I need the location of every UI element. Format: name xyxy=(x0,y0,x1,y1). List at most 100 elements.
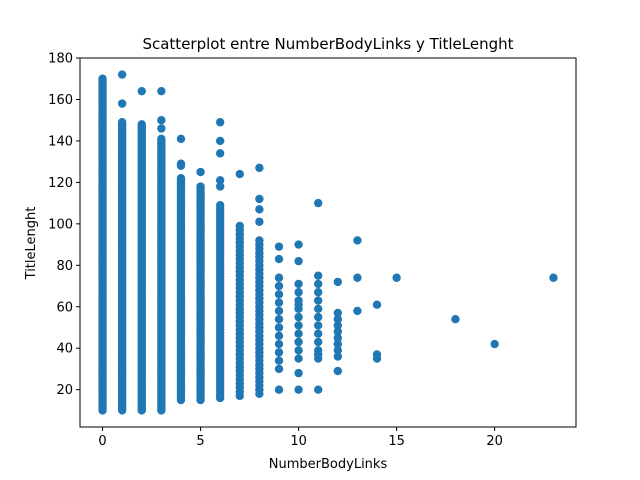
data-point xyxy=(314,350,323,359)
data-point xyxy=(294,346,303,355)
data-point xyxy=(274,339,284,349)
x-tick-label: 0 xyxy=(98,434,106,449)
data-point xyxy=(215,136,225,146)
data-point xyxy=(215,182,225,191)
data-point xyxy=(353,306,362,316)
x-tick-label: 10 xyxy=(290,434,307,449)
x-axis-label: NumberBodyLinks xyxy=(269,457,388,472)
data-point xyxy=(274,356,284,365)
data-point xyxy=(314,337,323,347)
data-point xyxy=(215,149,225,158)
data-point xyxy=(314,198,323,208)
data-point xyxy=(274,331,284,340)
data-point xyxy=(333,352,342,361)
data-point xyxy=(333,333,342,343)
data-point xyxy=(274,273,284,282)
data-point xyxy=(215,176,225,185)
data-point xyxy=(215,118,225,127)
y-tick-label: 160 xyxy=(48,93,73,108)
data-point xyxy=(314,385,323,394)
data-point xyxy=(215,200,225,210)
data-point xyxy=(274,385,284,394)
data-point xyxy=(333,366,342,376)
data-point xyxy=(333,277,342,287)
data-point xyxy=(274,298,284,307)
y-axis: 20 40 60 80 100 120 140 160 180 xyxy=(48,52,80,398)
data-point xyxy=(294,337,303,347)
data-point xyxy=(117,99,127,108)
data-point xyxy=(294,279,303,289)
y-tick-label: 100 xyxy=(48,217,73,232)
data-point xyxy=(314,329,323,338)
data-point xyxy=(333,321,342,330)
chart-title: Scatterplot entre NumberBodyLinks y Titl… xyxy=(142,35,513,53)
data-point xyxy=(98,74,107,83)
data-point xyxy=(157,124,166,133)
data-point xyxy=(274,364,284,374)
data-point xyxy=(274,306,284,316)
data-point xyxy=(314,304,323,314)
data-point xyxy=(117,118,127,127)
data-point xyxy=(314,271,323,280)
data-point xyxy=(333,346,342,355)
data-point xyxy=(235,169,244,179)
y-axis-label: TitleLenght xyxy=(24,207,39,281)
data-point xyxy=(274,348,284,357)
x-tick-label: 15 xyxy=(388,434,405,449)
data-point xyxy=(490,339,499,349)
data-point xyxy=(314,279,323,289)
data-point xyxy=(294,321,303,330)
data-point xyxy=(196,167,205,177)
data-point xyxy=(451,315,460,324)
y-tick-label: 80 xyxy=(56,259,73,274)
x-tick-label: 20 xyxy=(486,434,503,449)
points-layer xyxy=(98,70,558,415)
data-point xyxy=(294,288,303,297)
y-tick-label: 60 xyxy=(56,300,73,315)
data-point xyxy=(235,221,244,231)
y-tick-label: 20 xyxy=(56,383,73,398)
data-point xyxy=(255,194,264,204)
data-point xyxy=(274,290,284,299)
data-point xyxy=(314,312,323,322)
data-point xyxy=(333,308,342,318)
data-point xyxy=(196,182,205,191)
data-point xyxy=(274,315,284,324)
data-point xyxy=(176,134,186,144)
data-point xyxy=(294,300,303,309)
data-point xyxy=(176,174,186,183)
data-point xyxy=(294,256,303,266)
data-point xyxy=(392,273,401,282)
data-point xyxy=(294,240,303,249)
data-point xyxy=(294,354,303,363)
data-point xyxy=(157,134,166,144)
data-point xyxy=(255,205,264,214)
data-point xyxy=(274,242,284,251)
data-point xyxy=(294,312,303,322)
data-point xyxy=(137,120,146,129)
data-point xyxy=(274,281,284,291)
y-tick-label: 40 xyxy=(56,342,73,357)
y-tick-label: 180 xyxy=(48,52,73,67)
data-point xyxy=(333,327,342,336)
data-point xyxy=(255,217,264,226)
data-point xyxy=(157,86,166,96)
data-point xyxy=(255,163,264,173)
data-point xyxy=(294,329,303,338)
data-point xyxy=(333,339,342,349)
data-point xyxy=(274,254,284,264)
data-point xyxy=(294,385,303,394)
data-point xyxy=(137,86,146,96)
data-point xyxy=(333,315,342,324)
data-point xyxy=(353,236,362,245)
x-axis: 0 5 10 15 20 xyxy=(98,427,503,449)
data-point xyxy=(353,273,362,282)
data-point xyxy=(157,115,166,125)
plot-frame xyxy=(79,57,577,428)
data-point xyxy=(176,161,186,170)
data-point xyxy=(372,354,382,363)
data-point xyxy=(255,236,264,245)
y-tick-label: 140 xyxy=(48,134,73,149)
